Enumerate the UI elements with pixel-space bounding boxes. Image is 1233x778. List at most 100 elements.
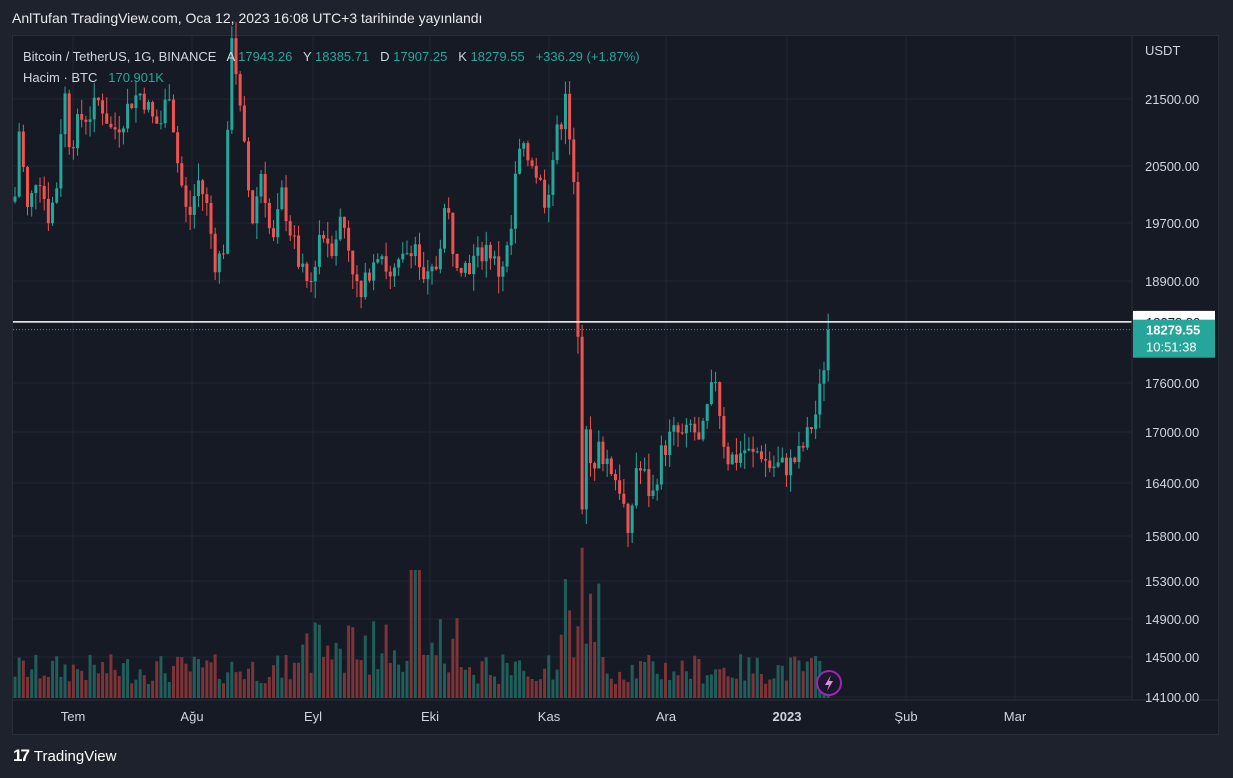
volume-bar (222, 683, 225, 698)
legend-volume-row: Hacim · BTC 170.901K (23, 67, 640, 88)
candle-body (651, 490, 655, 497)
legend-ohlc-row: Bitcoin / TetherUS, 1G, BINANCE A 17943.… (23, 46, 640, 67)
candle-body (709, 382, 713, 405)
tradingview-brand: TradingView (33, 747, 117, 765)
candle-body (764, 459, 768, 461)
candle-body (438, 248, 442, 270)
y-axis-title: USDT (1145, 43, 1180, 58)
candle-body (126, 103, 130, 129)
candle-body (659, 445, 663, 485)
candle-body (113, 127, 117, 130)
candle-body (568, 93, 572, 140)
volume-bar (309, 672, 313, 698)
volume-bar (51, 660, 55, 698)
volume-bar (705, 675, 709, 698)
candle-body (38, 185, 42, 187)
volume-bar (518, 660, 522, 698)
candle-body (726, 446, 730, 465)
y-tick-label: 18900.00 (1145, 274, 1199, 289)
volume-bar (34, 654, 38, 698)
candle-body (292, 235, 296, 237)
volume-bar (488, 675, 492, 698)
volume-bar (259, 683, 263, 698)
candle-body (613, 474, 617, 481)
volume-bar (401, 671, 405, 698)
symbol-label[interactable]: Bitcoin / TetherUS, 1G, BINANCE (23, 49, 217, 64)
candle-body (455, 253, 459, 269)
tradingview-logo[interactable]: 17 TradingView (13, 746, 116, 766)
volume-bar (317, 624, 321, 698)
volume-bar (176, 656, 180, 698)
volume-bar (196, 659, 200, 698)
candle-body (17, 131, 21, 197)
volume-bar (409, 570, 413, 698)
volume-bar (701, 683, 705, 698)
volume-bar (509, 675, 513, 698)
candle-body (639, 468, 642, 471)
candle-body (526, 143, 530, 161)
countdown-label: 10:51:38 (1146, 340, 1197, 355)
volume-bar (171, 665, 175, 698)
candle-body (626, 503, 630, 533)
chart-frame[interactable] (12, 35, 1219, 735)
candle-body (622, 493, 626, 504)
volume-bar (605, 673, 609, 698)
candle-body (205, 194, 209, 203)
volume-bar (613, 683, 617, 698)
volume-bar (384, 624, 388, 698)
volume-bar (280, 677, 284, 698)
volume-bar (217, 678, 221, 698)
candle-body (301, 263, 305, 267)
candle-body (409, 253, 413, 257)
volume-bar (768, 679, 772, 698)
candle-body (538, 177, 542, 180)
candle-body (255, 196, 259, 224)
candle-body (597, 441, 601, 469)
candle-body (518, 148, 522, 174)
volume-bar (451, 638, 455, 698)
volume-bar (443, 663, 447, 698)
candle-body (697, 432, 701, 440)
volume-bar (113, 669, 117, 698)
volume-bar (142, 675, 146, 698)
volume-label[interactable]: Hacim · BTC (23, 70, 98, 85)
volume-bar (251, 661, 255, 698)
candle-body (505, 245, 509, 267)
volume-bar (772, 678, 776, 698)
candle-body (330, 243, 334, 256)
candle-body (322, 234, 326, 239)
candle-body (459, 268, 463, 273)
candle-body (88, 119, 92, 122)
candle-body (213, 233, 217, 273)
volume-bar (447, 672, 451, 698)
volume-bar (205, 660, 209, 698)
candle-body (242, 105, 246, 142)
volume-bar (338, 648, 342, 698)
volume-bar (555, 669, 559, 698)
candle-body (730, 454, 734, 465)
volume-bar (734, 678, 738, 698)
volume-bar (534, 680, 538, 698)
candle-body (234, 38, 238, 75)
candle-body (672, 425, 676, 432)
candle-body (305, 263, 309, 281)
volume-bar (747, 657, 751, 698)
volume-bar (313, 622, 317, 698)
volume-bar (472, 674, 476, 698)
lightning-icon[interactable] (816, 670, 842, 696)
volume-bar (680, 660, 684, 698)
volume-bar (101, 661, 105, 698)
candle-body (734, 454, 738, 463)
volume-bar (330, 659, 334, 698)
volume-bar (551, 679, 555, 698)
volume-bar (730, 677, 734, 698)
candle-body (342, 216, 346, 228)
volume-bar (668, 679, 672, 698)
candle-body (372, 262, 376, 281)
candle-body (42, 185, 46, 199)
candle-body (576, 182, 580, 337)
candle-body (534, 165, 538, 178)
x-tick-label: Eki (421, 709, 439, 724)
candle-body (55, 188, 59, 203)
